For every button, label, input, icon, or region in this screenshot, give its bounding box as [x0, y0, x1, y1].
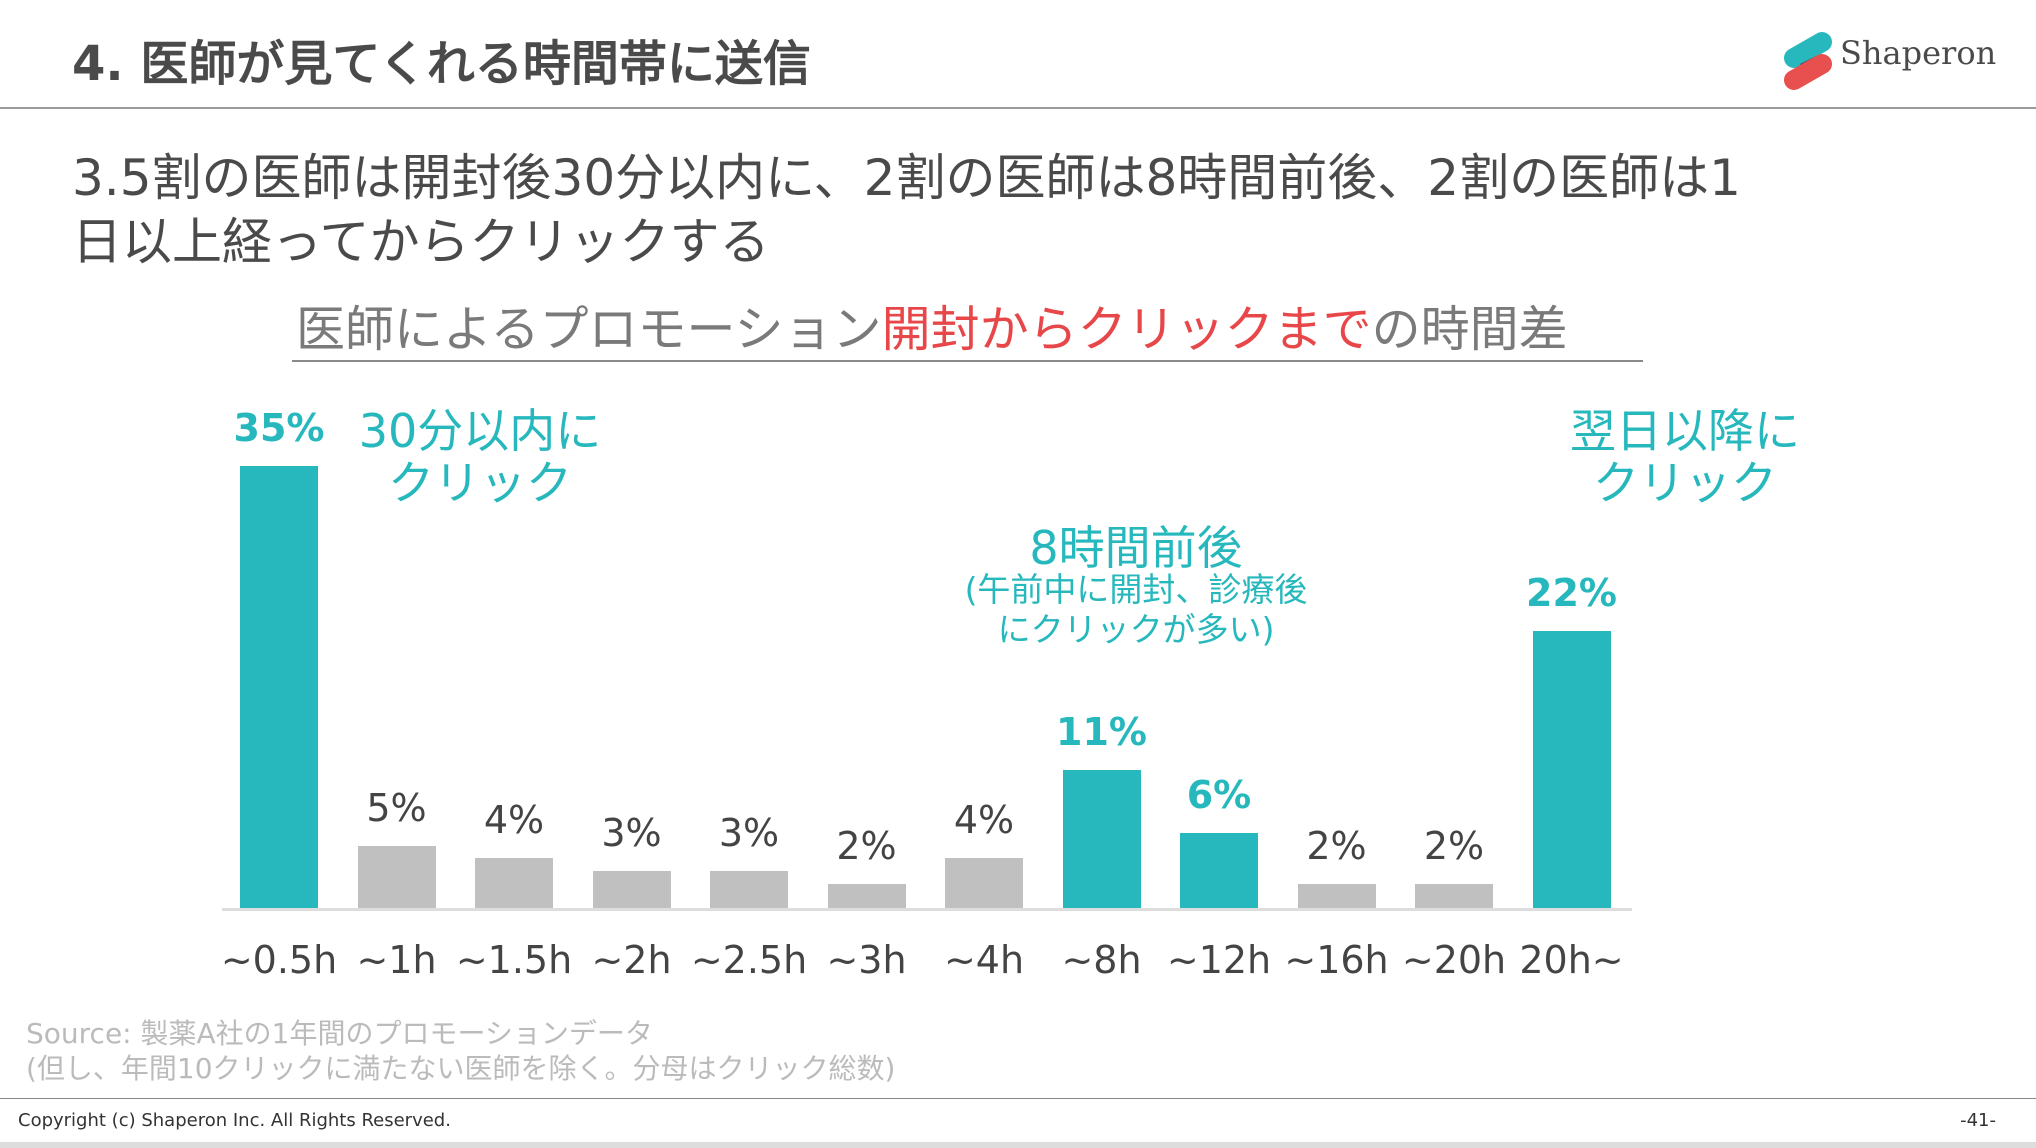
bar: [1062, 769, 1141, 909]
footer-band: [0, 1142, 2036, 1148]
category-label: ~20h: [1401, 938, 1507, 982]
category-label: ~2h: [591, 938, 672, 982]
header-divider: [0, 107, 2036, 109]
annotation-early-line2: クリック: [388, 456, 572, 510]
page-number: -41-: [1960, 1110, 1996, 1131]
category-label: ~16h: [1284, 938, 1389, 982]
annotation-early-line1: 30分以内に: [358, 404, 602, 458]
source-line2: (但し、年間10クリックに満たない医師を除く。分母はクリック総数): [26, 1052, 896, 1085]
category-label: ~3h: [826, 938, 907, 982]
bar: [1532, 630, 1611, 909]
bar: [475, 858, 553, 909]
chart-title-part1: 医師によるプロモーション: [296, 301, 882, 358]
category-label: 20h~: [1519, 938, 1624, 982]
bar: [1415, 883, 1493, 909]
category-label: ~1.5h: [455, 938, 573, 982]
bar-value-label: 35%: [233, 406, 325, 450]
bar-value-label: 6%: [1186, 773, 1252, 818]
chart-title: 医師によるプロモーション開封からクリックまでの時間差: [296, 290, 1568, 361]
bar: [710, 871, 788, 909]
annotation-mid-sub-line1: (午前中に開封、診療後: [964, 570, 1308, 609]
annotation-mid: 8時間前後: [1029, 521, 1243, 575]
category-label: ~8h: [1061, 938, 1142, 982]
annotation-late-line1: 翌日以降に: [1570, 404, 1800, 458]
bar: [357, 845, 436, 909]
logo-text: Shaperon: [1840, 34, 1997, 72]
copyright: Copyright (c) Shaperon Inc. All Rights R…: [18, 1110, 451, 1131]
bar-value-label: 4%: [953, 798, 1015, 843]
slide-title: 4. 医師が見てくれる時間帯に送信: [72, 36, 811, 92]
bar-value-label: 11%: [1056, 709, 1147, 754]
bar-value-label: 22%: [1526, 570, 1617, 615]
shaperon-logo-icon: [1784, 32, 1832, 90]
category-label: ~2.5h: [690, 938, 808, 982]
category-label: ~1h: [356, 938, 437, 982]
category-label: ~0.5h: [220, 938, 338, 982]
bar-value-label: 4%: [483, 798, 545, 843]
annotation-late: 翌日以降に クリック: [1545, 405, 1825, 509]
bar: [827, 883, 906, 909]
category-label: ~12h: [1166, 938, 1272, 982]
bar-value-label: 5%: [366, 785, 427, 830]
bar-value-label: 2%: [1423, 823, 1485, 868]
chart-title-part3: の時間差: [1371, 301, 1568, 358]
bar-value-label: 2%: [836, 823, 897, 868]
annotation-mid-sub: (午前中に開封、診療後 にクリックが多い): [896, 570, 1376, 650]
chart-title-highlight: 開封からクリックまで: [881, 301, 1372, 358]
chart-title-underline: [292, 360, 1643, 362]
annotation-early: 30分以内に クリック: [340, 405, 620, 509]
footer-divider: [0, 1098, 2036, 1099]
category-label: ~4h: [943, 938, 1025, 982]
x-axis: [222, 908, 1632, 911]
subtitle-line1: 3.5割の医師は開封後30分以内に、2割の医師は8時間前後、2割の医師は1: [72, 149, 1741, 207]
bar-value-label: 3%: [601, 811, 662, 856]
bar-value-label: 2%: [1306, 823, 1367, 868]
bar: [945, 858, 1023, 909]
bar-value-label: 3%: [718, 811, 780, 856]
subtitle-line2: 日以上経ってからクリックする: [72, 213, 770, 271]
annotation-mid-sub-line2: にクリックが多い): [997, 610, 1275, 649]
bar: [592, 871, 671, 909]
annotation-late-line2: クリック: [1593, 456, 1777, 510]
bar: [1180, 833, 1258, 909]
bar: [1297, 883, 1376, 909]
bar: [240, 466, 318, 909]
source-line1: Source: 製薬A社の1年間のプロモーションデータ: [26, 1017, 653, 1050]
